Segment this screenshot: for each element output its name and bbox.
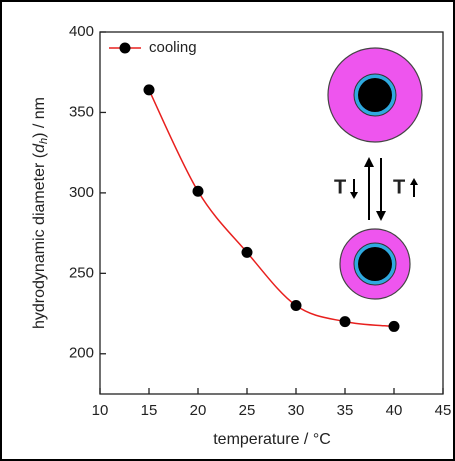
x-axis-label: temperature / °C (213, 431, 331, 448)
data-point (388, 320, 400, 332)
core (358, 247, 392, 281)
x-tick-label: 25 (239, 402, 256, 419)
core (358, 78, 392, 112)
y-tick-label: 250 (69, 264, 94, 281)
x-tick-label: 45 (435, 402, 452, 419)
plot-area (99, 31, 444, 395)
y-axis-label: hydrodynamic diameter (dh) / nm (31, 97, 50, 329)
data-point (241, 246, 253, 258)
annotation: T (393, 176, 405, 198)
x-tick-label: 15 (141, 402, 158, 419)
y-tick-label: 350 (69, 103, 94, 120)
y-label-symbol: d (31, 143, 48, 153)
y-label-prefix: hydrodynamic diameter ( (31, 152, 48, 329)
x-tick-label: 30 (288, 402, 305, 419)
x-tick-label: 10 (92, 402, 109, 419)
x-tick-label: 35 (337, 402, 354, 419)
y-tick-label: 400 (69, 23, 94, 40)
data-point (290, 300, 302, 312)
data-point (339, 316, 351, 328)
data-point (192, 185, 204, 197)
arrow-head (376, 211, 386, 221)
y-tick-label: 200 (69, 345, 94, 362)
x-tick-label: 40 (386, 402, 403, 419)
arrow-head (410, 178, 418, 185)
annotation: T (334, 176, 346, 198)
schematic: T T (327, 47, 423, 300)
y-label-suffix: ) / nm (31, 97, 48, 138)
arrow-head (350, 192, 358, 199)
data-point (143, 84, 155, 96)
legend-marker (119, 42, 131, 54)
x-tick-label: 20 (190, 402, 207, 419)
arrow-head (364, 157, 374, 167)
y-tick-label: 300 (69, 184, 94, 201)
y-label-subscript: h (38, 138, 50, 144)
legend-label: cooling (149, 39, 197, 56)
